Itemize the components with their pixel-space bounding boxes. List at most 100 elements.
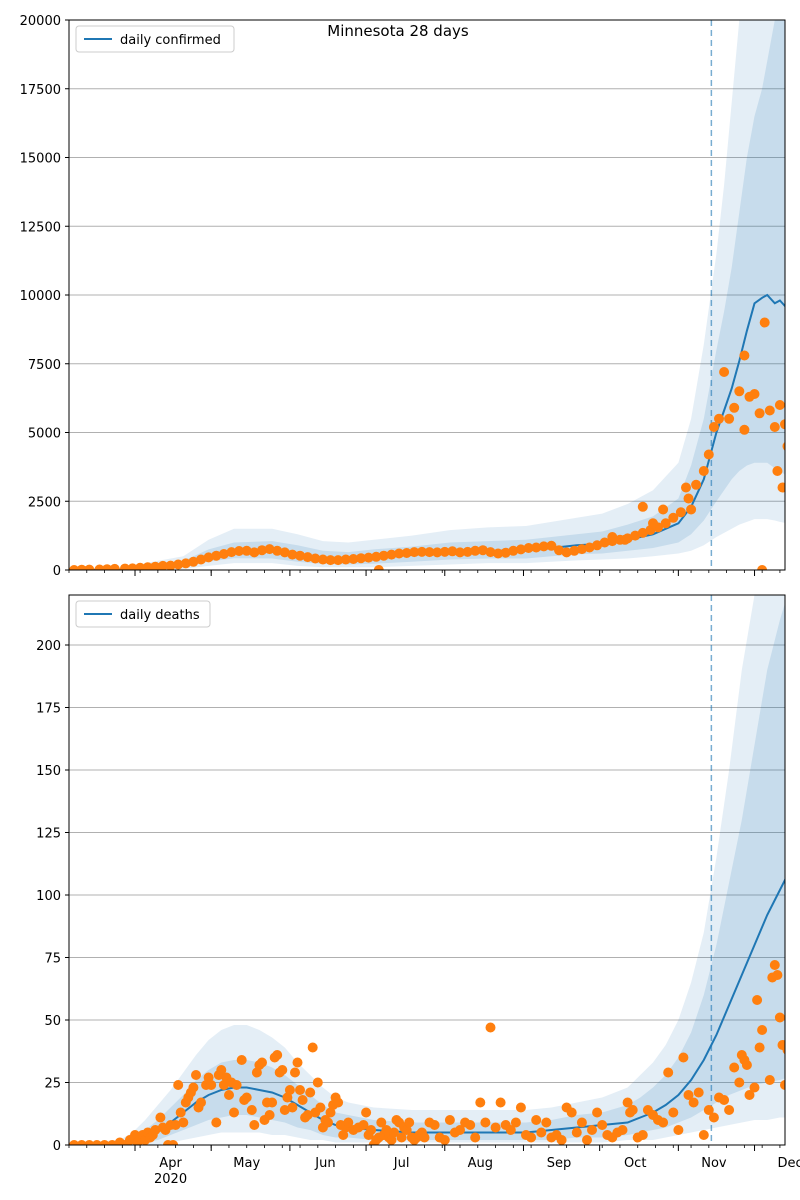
observed-point xyxy=(538,541,549,552)
observed-point xyxy=(757,565,768,570)
uncertainty-band-inner xyxy=(76,603,785,1145)
observed-point xyxy=(325,555,336,566)
observed-point xyxy=(211,1117,222,1128)
x-month-label: Apr xyxy=(159,1156,182,1171)
observed-point xyxy=(637,1130,648,1140)
observed-point xyxy=(302,1110,313,1120)
observed-point xyxy=(323,1117,333,1128)
observed-point xyxy=(475,1097,486,1108)
observed-point xyxy=(780,419,785,430)
y-tick-label: 100 xyxy=(36,889,61,904)
observed-point xyxy=(734,386,745,397)
observed-point xyxy=(759,317,770,328)
observed-point xyxy=(396,1132,407,1143)
observed-point xyxy=(774,1012,785,1023)
plot-area xyxy=(69,20,795,570)
observed-point xyxy=(571,1127,582,1138)
observed-point xyxy=(678,1052,689,1063)
observed-point xyxy=(356,553,366,564)
observed-point xyxy=(485,1022,496,1033)
observed-point xyxy=(462,546,473,557)
observed-point xyxy=(295,550,305,561)
observed-point xyxy=(785,469,795,479)
observed-point xyxy=(719,1095,730,1105)
observed-point xyxy=(389,1127,399,1138)
figure-title: Minnesota 28 days xyxy=(327,22,469,40)
observed-point xyxy=(180,558,191,569)
observed-point xyxy=(505,1125,516,1135)
observed-point xyxy=(620,534,630,545)
plot-area xyxy=(69,595,800,1145)
observed-point xyxy=(241,545,252,556)
observed-point xyxy=(739,424,750,435)
observed-point xyxy=(297,1095,308,1105)
observed-point xyxy=(373,565,384,570)
observed-point xyxy=(785,953,795,963)
y-tick-label: 10000 xyxy=(20,289,61,304)
observed-point xyxy=(663,1067,674,1078)
observed-point xyxy=(165,560,176,570)
observed-point xyxy=(607,532,618,542)
observed-point xyxy=(302,552,313,563)
observed-point xyxy=(277,1065,288,1075)
observed-point xyxy=(272,545,283,556)
observed-point xyxy=(480,1117,491,1128)
observed-point xyxy=(236,1055,247,1065)
observed-point xyxy=(566,1107,577,1118)
observed-point xyxy=(279,1105,290,1115)
y-tick-label: 75 xyxy=(44,952,61,967)
observed-point xyxy=(107,1140,118,1145)
observed-point xyxy=(739,350,750,361)
observed-point xyxy=(576,544,587,555)
observed-point xyxy=(477,545,488,556)
observed-point xyxy=(515,544,526,555)
observed-point xyxy=(203,1072,214,1083)
y-tick-label: 7500 xyxy=(28,358,61,373)
observed-point xyxy=(485,547,496,558)
observed-point xyxy=(493,548,504,559)
observed-point xyxy=(569,545,580,556)
observed-point xyxy=(439,1135,450,1145)
observed-point xyxy=(76,564,87,570)
observed-point xyxy=(793,888,800,898)
observed-point xyxy=(617,1125,628,1135)
observed-point xyxy=(91,1140,102,1145)
observed-point xyxy=(439,546,450,557)
observed-point xyxy=(554,545,564,556)
observed-point xyxy=(211,550,222,561)
observed-point xyxy=(188,556,199,567)
observed-point xyxy=(599,537,610,548)
axes-frame xyxy=(68,594,786,1146)
observed-point xyxy=(683,1090,694,1100)
observed-point xyxy=(84,1140,95,1145)
observed-point xyxy=(668,1107,679,1118)
observed-point xyxy=(668,512,679,523)
observed-point xyxy=(708,422,719,432)
observed-point xyxy=(340,554,351,565)
observed-point xyxy=(363,552,374,563)
x-month-label: May xyxy=(233,1156,260,1171)
observed-point xyxy=(361,1107,372,1118)
observed-point xyxy=(317,554,328,565)
observed-point xyxy=(419,1132,430,1143)
observed-point xyxy=(637,501,648,512)
observed-point xyxy=(358,1120,369,1130)
observed-point xyxy=(444,1115,455,1125)
observed-point xyxy=(749,1082,760,1093)
observed-point xyxy=(500,547,511,558)
observed-point xyxy=(229,1107,239,1118)
observed-point xyxy=(546,540,557,551)
observed-point xyxy=(284,1085,295,1095)
y-tick-label: 20000 xyxy=(20,14,61,29)
observed-point xyxy=(150,1125,161,1135)
x-year-label: 2020 xyxy=(154,1172,187,1187)
observed-point xyxy=(754,1042,765,1053)
observed-point xyxy=(724,413,735,424)
observed-point xyxy=(757,1025,768,1035)
observed-point xyxy=(287,1102,298,1113)
y-tick-label: 125 xyxy=(36,827,61,842)
observed-point xyxy=(69,565,80,570)
observed-point xyxy=(127,563,138,570)
observed-point xyxy=(218,549,229,559)
observed-point xyxy=(686,504,697,515)
